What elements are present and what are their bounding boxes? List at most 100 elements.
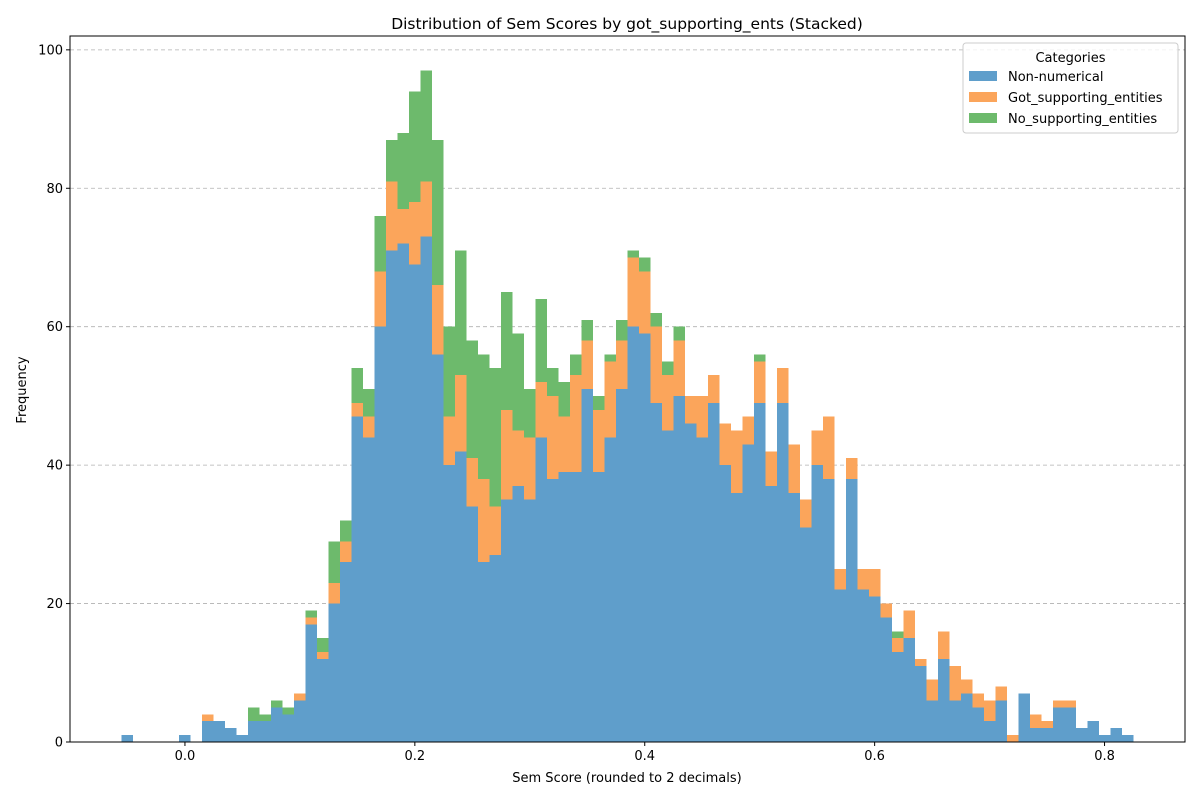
bar-non-numerical xyxy=(627,326,639,742)
bar-got-supporting-entities xyxy=(340,541,352,563)
bar-got-supporting-entities xyxy=(558,416,571,473)
bar-non-numerical xyxy=(282,714,295,742)
bar-non-numerical xyxy=(845,478,858,742)
bar-non-numerical xyxy=(317,658,329,742)
bar-got-supporting-entities xyxy=(374,271,387,327)
bar-non-numerical xyxy=(616,389,628,742)
bar-got-supporting-entities xyxy=(788,444,800,493)
bar-non-numerical xyxy=(558,472,571,742)
bar-got-supporting-entities xyxy=(765,451,777,486)
bar-non-numerical xyxy=(661,430,674,742)
bar-got-supporting-entities xyxy=(363,416,375,438)
bar-non-numerical xyxy=(512,485,525,742)
bar-no-supporting-entities xyxy=(627,250,639,258)
bar-non-numerical xyxy=(466,506,479,742)
bar-non-numerical xyxy=(501,499,513,742)
bar-got-supporting-entities xyxy=(420,181,433,237)
bar-no-supporting-entities xyxy=(397,132,410,210)
bar-no-supporting-entities xyxy=(593,395,605,410)
bar-got-supporting-entities xyxy=(581,340,594,389)
bar-non-numerical xyxy=(202,721,214,742)
bar-got-supporting-entities xyxy=(1052,700,1065,708)
bar-non-numerical xyxy=(650,402,662,742)
bar-non-numerical xyxy=(294,700,306,742)
bar-non-numerical xyxy=(903,638,915,742)
x-tick-label: 0.4 xyxy=(634,749,655,764)
bar-non-numerical xyxy=(328,603,341,742)
bar-non-numerical xyxy=(305,624,318,742)
bar-got-supporting-entities xyxy=(880,603,892,618)
bar-no-supporting-entities xyxy=(558,382,571,417)
bar-no-supporting-entities xyxy=(363,389,375,417)
bar-non-numerical xyxy=(397,243,410,742)
bar-non-numerical xyxy=(604,437,617,742)
bar-no-supporting-entities xyxy=(409,91,421,203)
bar-got-supporting-entities xyxy=(926,679,938,701)
bar-non-numerical xyxy=(581,389,594,742)
y-axis-label: Frequency xyxy=(15,356,30,423)
bar-got-supporting-entities xyxy=(719,423,731,466)
bar-no-supporting-entities xyxy=(259,714,272,722)
x-tick-label: 0.8 xyxy=(1094,749,1115,764)
bar-non-numerical xyxy=(983,721,996,742)
x-axis-ticks: 0.0 0.2 0.4 0.6 0.8 xyxy=(175,742,1115,764)
bar-got-supporting-entities xyxy=(857,568,869,590)
bar-no-supporting-entities xyxy=(673,326,685,341)
legend-box xyxy=(962,42,1179,134)
bar-no-supporting-entities xyxy=(466,340,479,459)
bar-got-supporting-entities xyxy=(1041,721,1053,729)
bar-non-numerical xyxy=(443,465,456,742)
x-tick-label: 0.0 xyxy=(175,749,196,764)
bar-non-numerical xyxy=(489,555,502,742)
bar-no-supporting-entities xyxy=(570,354,582,376)
bar-no-supporting-entities xyxy=(581,319,594,341)
bar-got-supporting-entities xyxy=(983,700,996,722)
bar-non-numerical xyxy=(926,700,938,742)
bar-no-supporting-entities xyxy=(317,638,329,653)
bar-no-supporting-entities xyxy=(328,541,341,583)
bar-got-supporting-entities xyxy=(949,665,961,701)
bar-got-supporting-entities xyxy=(638,271,651,334)
legend-swatch-non-numerical xyxy=(969,71,997,81)
bar-no-supporting-entities xyxy=(535,299,548,383)
bar-got-supporting-entities xyxy=(328,582,341,604)
bar-non-numerical xyxy=(374,326,387,742)
bar-got-supporting-entities xyxy=(501,409,513,500)
bar-non-numerical xyxy=(696,437,708,742)
bar-got-supporting-entities xyxy=(673,340,685,396)
bar-non-numerical xyxy=(1087,721,1099,742)
bar-no-supporting-entities xyxy=(650,312,662,327)
bar-non-numerical xyxy=(340,562,352,742)
bar-non-numerical xyxy=(351,416,364,742)
bar-no-supporting-entities xyxy=(420,70,433,182)
bar-non-numerical xyxy=(799,527,812,742)
bar-got-supporting-entities xyxy=(903,610,915,639)
bar-got-supporting-entities xyxy=(799,499,812,528)
bar-got-supporting-entities xyxy=(995,686,1007,701)
bar-got-supporting-entities xyxy=(593,409,605,473)
bar-no-supporting-entities xyxy=(524,389,536,438)
bar-non-numerical xyxy=(547,478,559,742)
bar-non-numerical xyxy=(673,395,685,742)
y-gridlines xyxy=(70,49,1185,604)
bar-got-supporting-entities xyxy=(834,568,846,590)
bar-non-numerical xyxy=(1075,728,1088,742)
bar-no-supporting-entities xyxy=(489,368,502,507)
bar-got-supporting-entities xyxy=(512,430,525,486)
bar-got-supporting-entities xyxy=(822,416,835,479)
bar-got-supporting-entities xyxy=(443,416,456,466)
bar-no-supporting-entities xyxy=(443,326,456,417)
bar-got-supporting-entities xyxy=(489,506,502,556)
bar-non-numerical xyxy=(225,728,237,742)
bar-non-numerical xyxy=(730,492,743,742)
y-tick-label: 100 xyxy=(38,43,63,58)
bar-got-supporting-entities xyxy=(650,326,662,403)
bar-non-numerical xyxy=(455,451,467,742)
bar-non-numerical xyxy=(742,444,754,742)
chart-title: Distribution of Sem Scores by got_suppor… xyxy=(391,15,863,34)
bar-non-numerical xyxy=(1121,735,1134,742)
legend-label-non-numerical: Non-numerical xyxy=(1008,70,1103,85)
bar-non-numerical xyxy=(834,589,846,742)
